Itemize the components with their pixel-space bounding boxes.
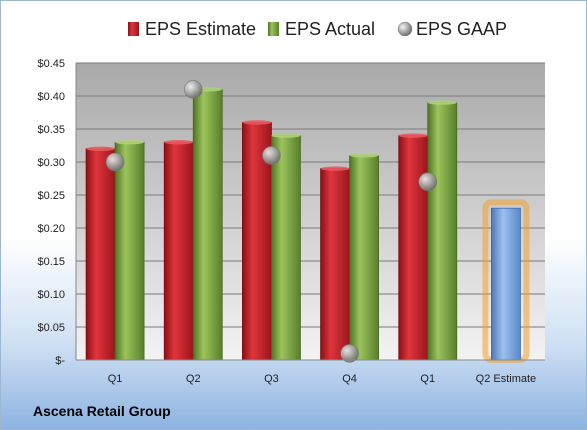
bar-series	[85, 87, 530, 363]
axes: $- $0.05 $0.10 $0.15 $0.20 $0.25 $0.30 $0.35 $0.…	[37, 58, 545, 385]
bar-eps-actual	[427, 102, 458, 361]
bar-top-highlight	[86, 146, 116, 151]
marker-eps-gaap	[340, 344, 359, 363]
bar-top-highlight	[349, 153, 379, 158]
y-tick-label: $0.45	[37, 58, 65, 70]
chart-legend: EPS Estimate EPS Actual EPS GAAP	[128, 19, 507, 39]
bar-top-highlight	[320, 166, 350, 171]
x-tick-label: Q2	[186, 373, 201, 385]
y-tick-label: $0.15	[37, 256, 65, 268]
x-tick-label: Q2 Estimate	[476, 373, 537, 385]
x-tick-label: Q1	[420, 373, 435, 385]
legend-label: EPS Estimate	[145, 19, 256, 39]
bar-q2-estimate	[491, 207, 521, 361]
marker-eps-gaap	[262, 146, 281, 165]
bar-eps-actual	[349, 154, 379, 361]
y-tick-label: $0.10	[37, 289, 65, 301]
legend-label: EPS Actual	[285, 19, 375, 39]
bar-eps-estimate	[398, 135, 429, 361]
gridlines	[76, 62, 545, 361]
bar-eps-estimate	[85, 148, 116, 361]
bar-top-highlight	[242, 120, 272, 125]
bar-top-highlight	[115, 140, 145, 145]
bar-top-highlight	[271, 133, 301, 138]
company-name: Ascena Retail Group	[33, 403, 171, 419]
bar-eps-actual	[114, 141, 145, 361]
y-tick-label: $-	[55, 355, 65, 367]
x-tick-label: Q1	[108, 373, 123, 385]
bar-eps-estimate	[163, 141, 194, 361]
marker-eps-gaap	[183, 80, 203, 99]
x-tick-label: Q4	[342, 373, 357, 385]
legend-swatch	[268, 22, 279, 36]
y-tick-label: $0.20	[37, 223, 65, 235]
y-tick-label: $0.05	[37, 322, 65, 334]
bar-eps-actual	[192, 89, 223, 361]
bar-top-highlight	[427, 100, 457, 105]
marker-eps-gaap	[418, 172, 438, 192]
x-tick-label: Q3	[264, 373, 279, 385]
legend-swatch	[397, 21, 413, 37]
y-tick-label: $0.35	[37, 124, 65, 136]
marker-eps-gaap	[105, 152, 125, 172]
plot-area	[76, 63, 545, 360]
bar-top-highlight	[164, 140, 194, 145]
legend-swatch	[128, 22, 139, 36]
bar-eps-actual	[271, 135, 301, 361]
bar-top-highlight	[398, 133, 428, 138]
legend-label: EPS GAAP	[416, 19, 507, 39]
y-tick-label: $0.30	[37, 157, 65, 169]
gaap-markers	[105, 80, 438, 363]
y-tick-label: $0.40	[37, 91, 65, 103]
bar-eps-estimate	[320, 168, 350, 361]
y-tick-label: $0.25	[37, 190, 65, 202]
